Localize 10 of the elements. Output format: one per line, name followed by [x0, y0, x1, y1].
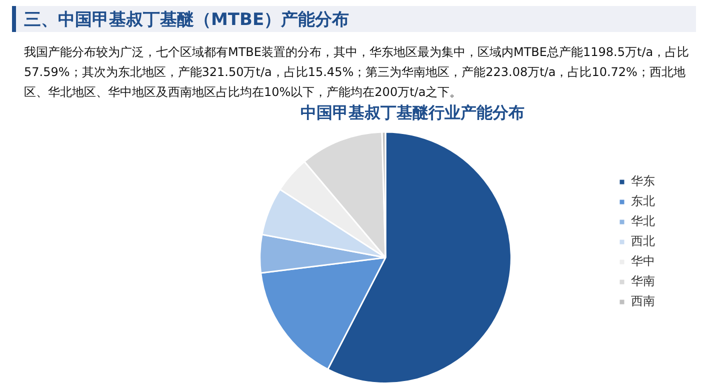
legend-label: 华中 — [631, 254, 655, 268]
legend-label: 西南 — [631, 294, 655, 308]
chart-subtitle: 三、中国甲基叔丁基醚（MTBE）产能分布 — [24, 9, 350, 31]
legend-label: 华东 — [631, 174, 655, 188]
legend-label: 华北 — [631, 214, 655, 228]
legend-label: 西北 — [631, 234, 655, 248]
chart-title: 中国甲基叔丁基醚行业产能分布 — [300, 102, 524, 122]
legend-label: 华南 — [631, 274, 655, 288]
text: 我国产能分布较为广泛，七个区域都有MTBE装置的分布，其中，华东地区最为集中，区域内MTBE总产能1198.5万t/a，占比57.59%；其次为东北地区，产能321.50万t/a，占比15.45%；第三为华南地区，产能223.08万t/a，占比10.72%；西北地区、华北地区、华中地区及西南地区占比均在10%以下，产能均在200万t/a之下。 — [24, 44, 690, 101]
legend-label: 东北 — [631, 194, 655, 208]
